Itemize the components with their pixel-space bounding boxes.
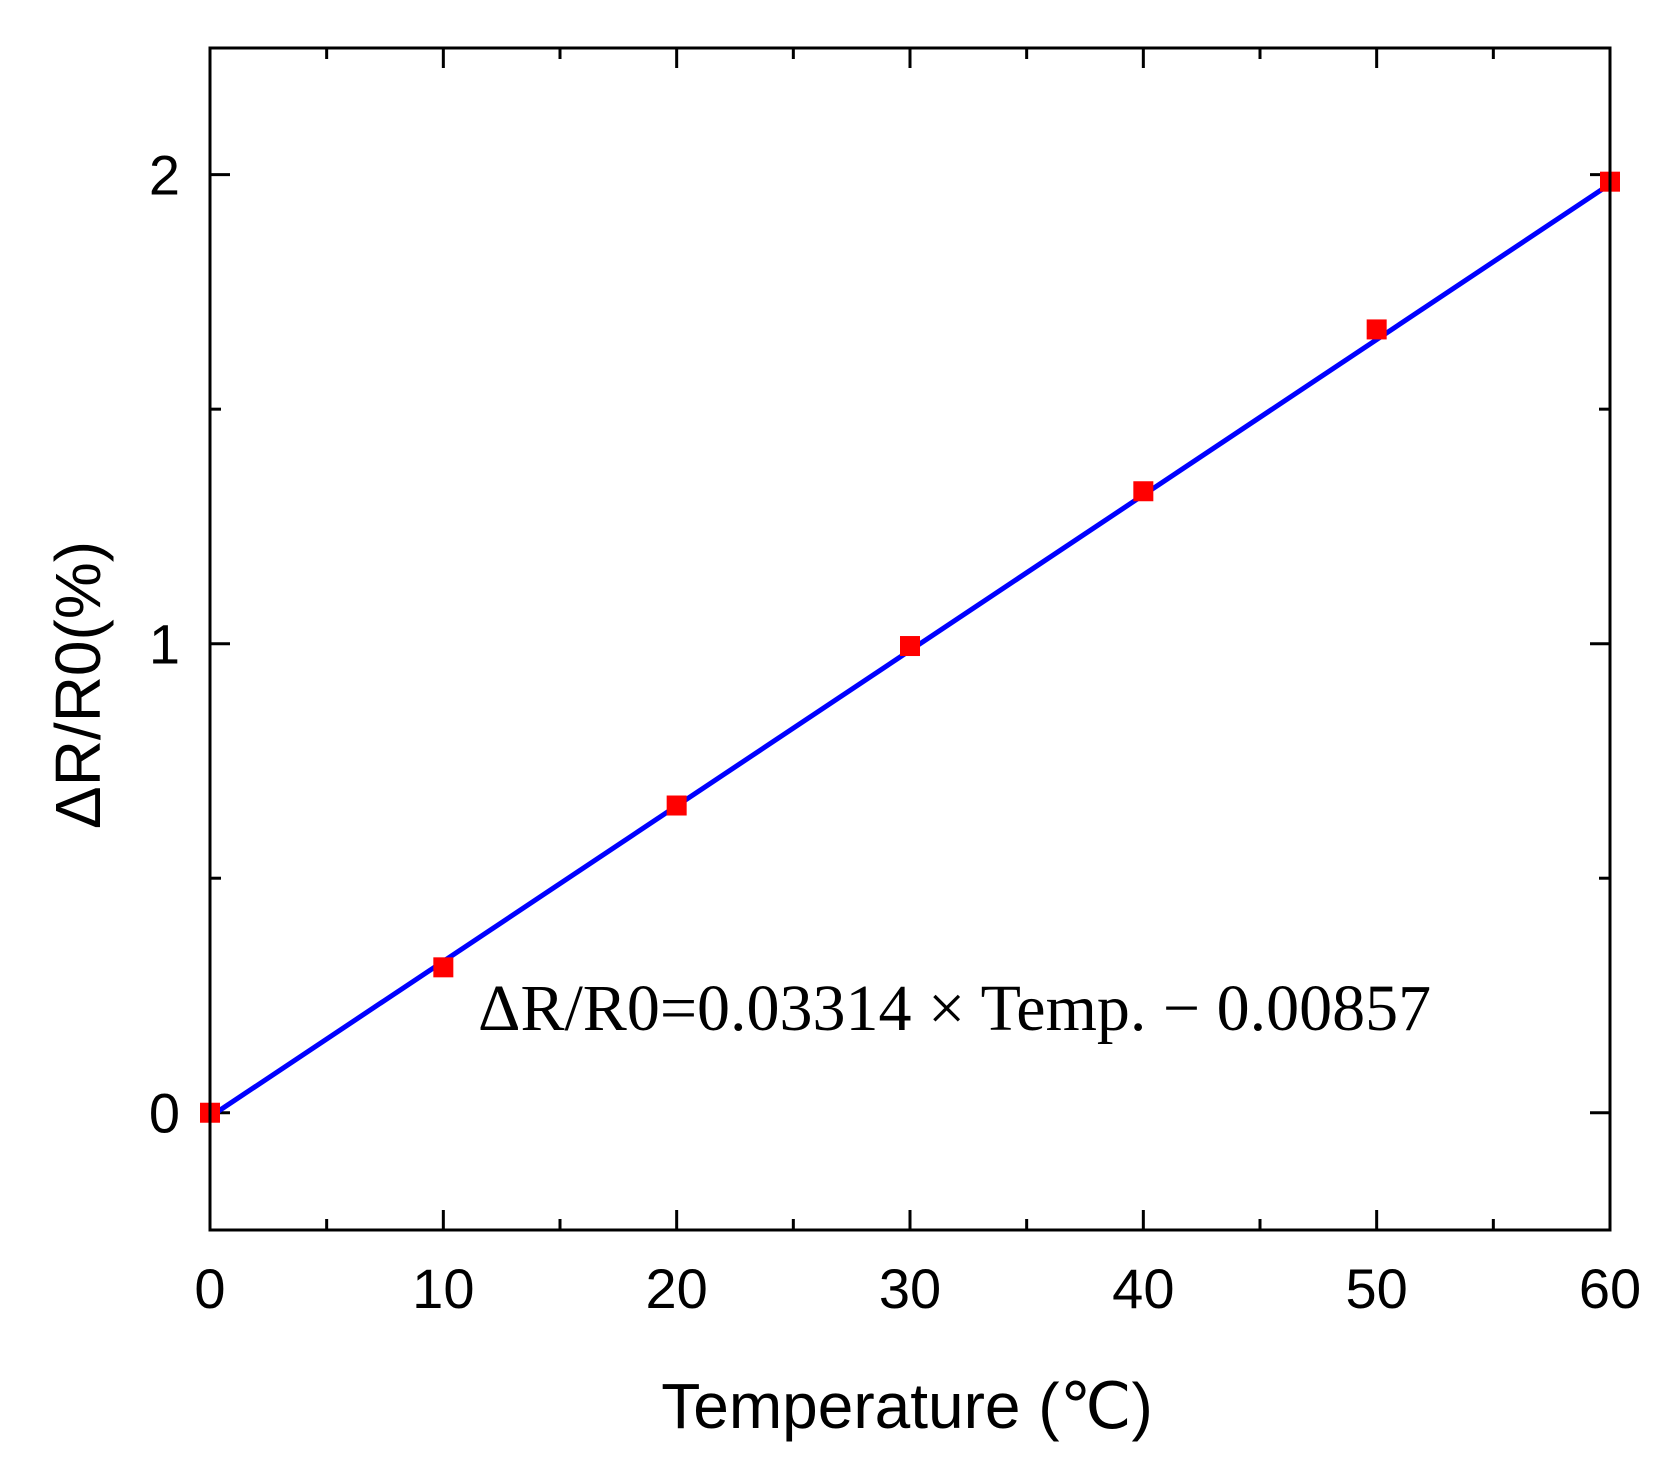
data-point: [900, 636, 920, 657]
x-tick-label: 20: [646, 1257, 708, 1320]
y-tick-label: 0: [149, 1082, 180, 1145]
y-axis-title: ΔR/R0(%): [42, 541, 114, 829]
x-tick-label: 40: [1112, 1257, 1174, 1320]
y-tick-label: 1: [149, 613, 180, 676]
plot-frame: [208, 46, 1612, 1232]
x-tick-label: 10: [412, 1257, 474, 1320]
data-point: [433, 957, 454, 978]
data-point: [1133, 481, 1154, 502]
data-point: [1366, 319, 1387, 340]
x-tick-labels: 0 10 20 30 40 50 60: [194, 1257, 1641, 1320]
fit-equation: ΔR/R0=0.03314 × Temp. − 0.00857: [478, 972, 1431, 1045]
x-tick-label: 0: [194, 1257, 225, 1320]
y-tick-labels: 0 1 2: [149, 144, 180, 1145]
x-tick-label: 60: [1579, 1257, 1641, 1320]
x-tick-label: 30: [879, 1257, 941, 1320]
y-tick-label: 2: [149, 144, 180, 207]
x-axis-title: Temperature (℃): [661, 1370, 1153, 1442]
data-points: [200, 171, 1620, 1123]
x-tick-label: 50: [1346, 1257, 1408, 1320]
data-point: [666, 795, 687, 816]
